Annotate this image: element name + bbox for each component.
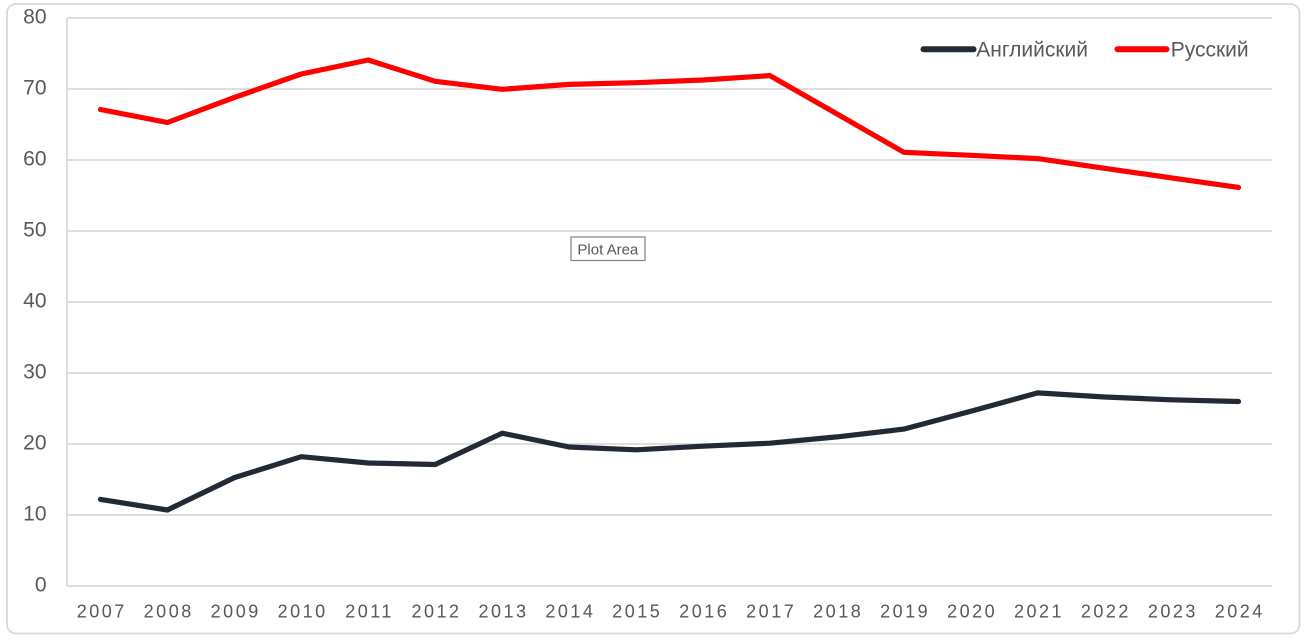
svg-text:0: 0 <box>35 574 47 597</box>
svg-text:2013: 2013 <box>478 602 528 622</box>
svg-text:Русский: Русский <box>1171 39 1249 62</box>
svg-text:20: 20 <box>23 432 46 455</box>
svg-text:40: 40 <box>23 290 46 313</box>
svg-text:2019: 2019 <box>880 602 930 622</box>
svg-text:2023: 2023 <box>1148 602 1198 622</box>
svg-text:2007: 2007 <box>77 602 127 622</box>
svg-text:70: 70 <box>23 77 46 100</box>
svg-text:10: 10 <box>23 503 46 526</box>
svg-text:2024: 2024 <box>1215 602 1265 622</box>
svg-text:2018: 2018 <box>813 602 863 622</box>
svg-text:2011: 2011 <box>345 602 394 622</box>
svg-text:2014: 2014 <box>545 602 595 622</box>
svg-text:80: 80 <box>23 6 46 29</box>
svg-text:2010: 2010 <box>278 602 328 622</box>
svg-text:2009: 2009 <box>211 602 261 622</box>
svg-text:2012: 2012 <box>411 602 461 622</box>
svg-text:Plot Area: Plot Area <box>577 242 639 259</box>
svg-text:60: 60 <box>23 148 46 171</box>
svg-text:2017: 2017 <box>746 602 796 622</box>
svg-text:2008: 2008 <box>144 602 194 622</box>
svg-text:2022: 2022 <box>1081 602 1131 622</box>
svg-text:2020: 2020 <box>947 602 997 622</box>
svg-text:2021: 2021 <box>1014 602 1064 622</box>
svg-text:30: 30 <box>23 361 46 384</box>
svg-text:Английский: Английский <box>976 39 1088 62</box>
svg-text:50: 50 <box>23 219 46 242</box>
svg-text:2016: 2016 <box>679 602 729 622</box>
svg-text:2015: 2015 <box>612 602 662 622</box>
